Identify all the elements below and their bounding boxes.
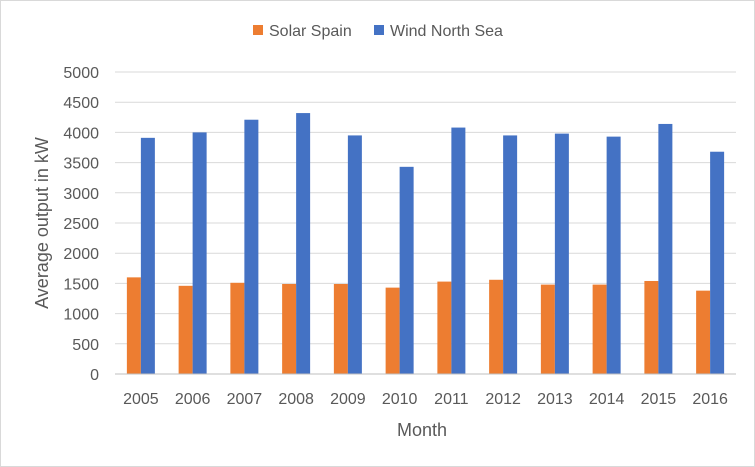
y-tick-label: 500 <box>72 337 99 354</box>
bar-solar-spain-2013 <box>540 284 555 374</box>
bar-solar-spain-2008 <box>282 284 297 374</box>
x-axis-title: Month <box>397 420 447 440</box>
x-tick-label: 2013 <box>537 391 573 408</box>
bar-solar-spain-2005 <box>126 277 141 374</box>
bar-wind-north-sea-2005 <box>140 137 155 374</box>
bar-wind-north-sea-2013 <box>554 133 569 374</box>
bar-wind-north-sea-2007 <box>244 119 259 374</box>
x-tick-label: 2010 <box>382 391 418 408</box>
bar-wind-north-sea-2009 <box>347 135 362 374</box>
y-tick-label: 2000 <box>63 246 99 263</box>
bar-wind-north-sea-2006 <box>192 132 207 374</box>
legend-label-wind-north-sea: Wind North Sea <box>390 23 503 40</box>
y-tick-label: 0 <box>90 367 99 384</box>
bar-solar-spain-2015 <box>644 280 659 374</box>
bar-wind-north-sea-2014 <box>606 136 621 374</box>
x-tick-label: 2008 <box>278 391 314 408</box>
bar-solar-spain-2011 <box>437 281 452 374</box>
bar-solar-spain-2014 <box>592 284 607 374</box>
bars <box>126 113 725 375</box>
bar-solar-spain-2009 <box>333 284 348 374</box>
y-tick-label: 3000 <box>63 186 99 203</box>
y-axis-title: Average output in kW <box>32 137 52 309</box>
bar-wind-north-sea-2008 <box>296 113 311 375</box>
y-tick-label: 4000 <box>63 125 99 142</box>
x-tick-label: 2011 <box>434 391 469 408</box>
bar-solar-spain-2012 <box>489 279 504 374</box>
y-tick-label: 2500 <box>63 216 99 233</box>
x-tick-label: 2009 <box>330 391 366 408</box>
legend-swatch-solar-spain <box>253 25 263 35</box>
x-tick-label: 2007 <box>227 391 263 408</box>
y-tick-label: 1500 <box>63 276 99 293</box>
bar-wind-north-sea-2010 <box>399 166 414 374</box>
bar-wind-north-sea-2015 <box>658 123 673 374</box>
y-axis-ticks: 0 500 1000 1500 2000 2500 3000 3500 4000 4500 5000 <box>63 65 99 384</box>
legend-swatch-wind-north-sea <box>374 25 384 35</box>
bar-wind-north-sea-2011 <box>451 127 466 375</box>
gridlines <box>115 71 736 345</box>
x-tick-label: 2012 <box>485 391 521 408</box>
y-tick-label: 1000 <box>63 307 99 324</box>
bar-solar-spain-2010 <box>385 287 400 374</box>
x-tick-label: 2006 <box>175 391 211 408</box>
y-tick-label: 4500 <box>63 95 99 112</box>
x-tick-label: 2016 <box>692 391 728 408</box>
bar-wind-north-sea-2012 <box>503 135 518 374</box>
x-tick-label: 2014 <box>589 391 625 408</box>
bar-solar-spain-2007 <box>230 282 245 374</box>
x-tick-label: 2005 <box>123 391 159 408</box>
y-tick-label: 5000 <box>63 65 99 82</box>
x-tick-label: 2015 <box>641 391 677 408</box>
x-axis-ticks: 2005 2006 2007 2008 2009 2010 2011 2012 2013 2014… <box>123 391 728 408</box>
legend: Solar Spain Wind North Sea <box>253 23 503 40</box>
bar-solar-spain-2006 <box>178 285 193 374</box>
legend-label-solar-spain: Solar Spain <box>269 23 352 40</box>
bar-solar-spain-2016 <box>696 290 711 374</box>
y-tick-label: 3500 <box>63 156 99 173</box>
bar-wind-north-sea-2016 <box>710 151 725 374</box>
